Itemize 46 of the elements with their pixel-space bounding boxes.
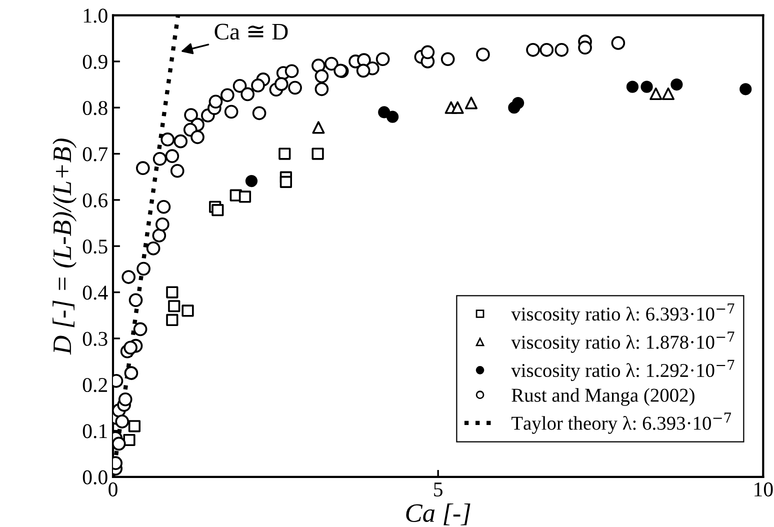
point [670, 78, 683, 91]
point [123, 434, 136, 446]
point [312, 148, 324, 160]
point [512, 96, 524, 110]
point [182, 304, 194, 317]
legend-label: viscosity ratio λ: 6.393·10$^{−7}$ [511, 303, 734, 325]
x-tick-label: 5 [434, 482, 442, 496]
point [312, 121, 325, 134]
point [245, 174, 258, 188]
y-tick-label: 0.3 [82, 332, 108, 346]
point [128, 420, 141, 432]
y-tick-label: 0.7 [82, 147, 108, 162]
point [740, 83, 752, 96]
point [166, 286, 178, 298]
legend-label: Rust and Manga (2002) [512, 388, 694, 406]
point [386, 110, 399, 123]
y-tick-label: 0.5 [82, 239, 108, 254]
legend-label: viscosity ratio λ: 1.292·10$^{−7}$ [511, 360, 734, 382]
y-tick-label: 1.0 [84, 8, 108, 23]
legend-label: Taylor theory λ: 6.393·10$^{−7}$ [511, 412, 731, 434]
x-tick-label: 0 [108, 482, 118, 496]
y-tick-label: 0.1 [82, 424, 107, 438]
point [278, 148, 291, 160]
x-tick-label: 10 [754, 482, 773, 496]
point [166, 314, 178, 326]
legend-label: viscosity ratio λ: 1.878·10$^{−7}$ [511, 332, 734, 353]
y-tick-label: 0.0 [82, 470, 108, 484]
point [626, 80, 639, 93]
point [650, 87, 662, 100]
annotation: Ca ≅ D [214, 24, 288, 40]
y-tick-label: 0.6 [82, 193, 108, 208]
x-axis-title: Ca [-] [406, 503, 470, 526]
y-axis-title: D [-] = (L-B)/(L+B) [52, 138, 77, 355]
point [238, 190, 252, 203]
point [640, 80, 653, 93]
point [451, 101, 464, 114]
y-tick-label: 0.4 [82, 286, 108, 300]
point [464, 96, 478, 110]
y-tick-label: 0.9 [82, 54, 108, 69]
point [280, 176, 292, 188]
point [212, 204, 224, 216]
y-tick-label: 0.8 [82, 100, 108, 116]
point [662, 87, 675, 100]
y-tick-label: 0.2 [82, 378, 107, 392]
point [168, 300, 180, 312]
point [378, 106, 390, 118]
